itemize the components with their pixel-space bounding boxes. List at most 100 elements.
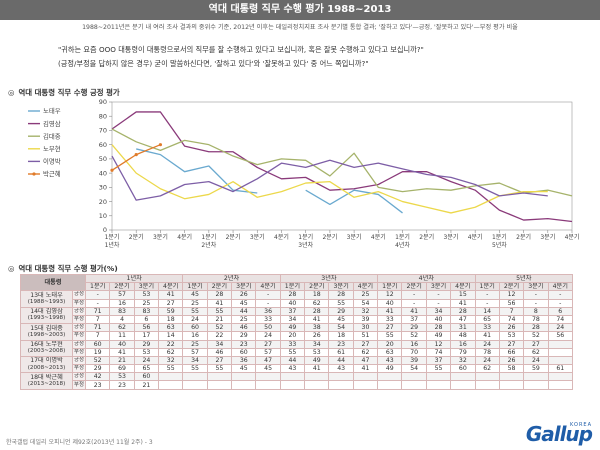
- positive-value: 36: [231, 355, 257, 366]
- negative-value: 55: [377, 331, 403, 341]
- negative-value: [352, 380, 379, 390]
- positive-value: 71: [85, 323, 111, 333]
- positive-value: [425, 372, 452, 382]
- series-line: [111, 155, 548, 201]
- quarter-header: 2분기: [304, 282, 330, 292]
- series-point: [110, 168, 114, 172]
- positive-label: 긍정: [71, 355, 87, 366]
- quarter-header: 1분기: [85, 282, 111, 292]
- president-cell: 17대 이명박 (2008~2013): [20, 355, 73, 374]
- x-tick-label: 1분기: [492, 233, 507, 241]
- positive-value: 41: [401, 306, 427, 316]
- negative-value: 55: [425, 364, 452, 374]
- positive-value: 8: [523, 306, 549, 316]
- negative-value: 22: [206, 331, 233, 341]
- negative-value: 78: [474, 347, 500, 357]
- table-row: 16대 노무현 (2003~2008) 긍정 60 40 29 22 25 34 23 27 33 34…: [20, 339, 574, 357]
- negative-value: [547, 380, 574, 390]
- positive-value: 16: [401, 339, 427, 349]
- positive-value: -: [85, 290, 111, 300]
- section-bullet-icon: ◎: [8, 264, 15, 273]
- year-label: 3년차: [298, 241, 313, 249]
- positive-value: 15: [450, 290, 476, 300]
- president-name: 17대 이명박: [30, 357, 63, 365]
- positive-value: [377, 372, 403, 382]
- negative-label: 부정: [71, 314, 87, 325]
- positive-value: 22: [158, 339, 184, 349]
- quarter-header: 3분기: [523, 282, 549, 292]
- positive-value: 28: [206, 290, 233, 300]
- x-tick-label: 3분기: [347, 233, 362, 241]
- positive-value: 32: [450, 355, 476, 366]
- president-name: 13대 노태우: [30, 291, 63, 299]
- positive-value: 59: [158, 306, 184, 316]
- positive-value: 62: [109, 323, 135, 333]
- negative-value: 53: [133, 347, 160, 357]
- quarter-header: 4분기: [158, 282, 184, 292]
- positive-value: 27: [352, 339, 379, 349]
- y-tick-label: 0: [103, 226, 107, 234]
- series-line: [111, 128, 573, 197]
- x-tick-label: 2분기: [129, 233, 144, 241]
- negative-value: [206, 380, 233, 390]
- table-row: 부정 7 11 17 14 16 22 29 24 20 26 18 51 55 52 49 48 41 53 52 5…: [21, 331, 574, 341]
- positive-value: [547, 339, 574, 349]
- quarter-header: 3분기: [133, 282, 160, 292]
- positive-value: 12: [498, 290, 525, 300]
- positive-label: 긍정: [71, 372, 87, 382]
- positive-value: 32: [352, 306, 379, 316]
- positive-value: 52: [206, 323, 233, 333]
- president-cell: 14대 김영삼 (1993~1998): [20, 306, 73, 325]
- x-tick-label: 4분기: [468, 233, 483, 241]
- positive-value: 53: [133, 290, 160, 300]
- positive-value: -: [474, 290, 500, 300]
- negative-value: 19: [85, 347, 111, 357]
- negative-value: 34: [279, 314, 306, 325]
- negative-value: 60: [450, 364, 476, 374]
- y-tick-label: 90: [99, 98, 107, 106]
- series-point: [134, 153, 138, 157]
- positive-value: -: [425, 290, 452, 300]
- negative-value: 33: [377, 314, 403, 325]
- positive-value: [474, 372, 500, 382]
- negative-value: 20: [279, 331, 306, 341]
- negative-value: 57: [255, 347, 281, 357]
- negative-value: 40: [279, 298, 306, 308]
- positive-value: 26: [498, 355, 525, 366]
- y-tick-label: 70: [99, 127, 107, 135]
- negative-value: 49: [425, 331, 452, 341]
- negative-value: 18: [158, 314, 184, 325]
- negative-value: 23: [109, 380, 135, 390]
- positive-value: 24: [523, 355, 549, 366]
- x-tick-label: 3분기: [444, 233, 459, 241]
- x-tick-label: 3분기: [540, 233, 555, 241]
- negative-value: 45: [231, 364, 257, 374]
- table-row: 13대 노태우 (1988~1993) 긍정 -57 53 41 45 28 26-28 18 28…: [20, 290, 574, 308]
- positive-value: -: [255, 290, 281, 300]
- positive-value: 54: [328, 323, 354, 333]
- positive-value: 28: [328, 290, 354, 300]
- negative-value: 49: [377, 364, 403, 374]
- year-header: 4년차: [377, 273, 476, 284]
- president-cell: 18대 박근혜 (2013~2018): [20, 372, 73, 390]
- positive-value: 46: [231, 323, 257, 333]
- x-tick-label: 4분기: [371, 233, 386, 241]
- negative-value: 48: [450, 331, 476, 341]
- positive-value: 63: [158, 323, 184, 333]
- y-tick-label: 20: [99, 198, 107, 206]
- positive-value: 47: [352, 355, 379, 366]
- negative-value: [425, 380, 452, 390]
- legend-label: 김대중: [43, 132, 61, 140]
- negative-value: -: [85, 298, 111, 308]
- negative-value: 53: [304, 347, 330, 357]
- positive-value: 24: [547, 323, 574, 333]
- question-line-1: "귀하는 요즘 OOO 대통령이 대통령으로서의 직무를 잘 수행하고 있다고 …: [58, 45, 424, 54]
- negative-value: 25: [182, 298, 208, 308]
- year-label: 5년차: [492, 241, 507, 249]
- president-term: (1993~1998): [27, 315, 66, 322]
- positive-value: 37: [279, 306, 306, 316]
- negative-value: 61: [328, 347, 354, 357]
- header-row-years: 대통령 1년차 2년차 3년차 4년차 5년차: [19, 273, 574, 292]
- negative-value: [279, 380, 306, 390]
- positive-value: 71: [85, 306, 111, 316]
